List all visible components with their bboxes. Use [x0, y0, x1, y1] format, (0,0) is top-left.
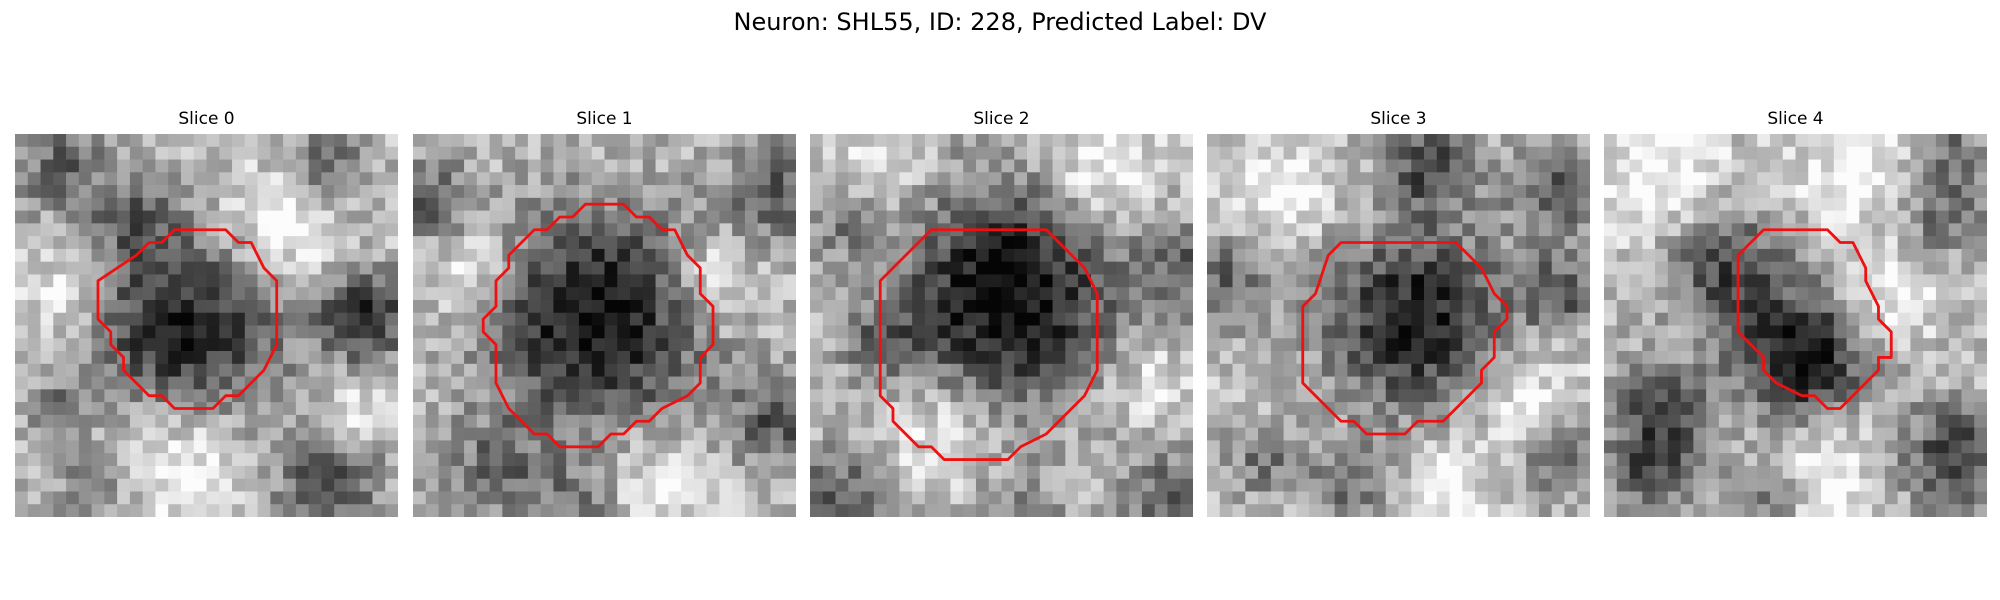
slice-0-image: [15, 134, 398, 517]
slice-4-image: [1604, 134, 1987, 517]
slice-1-panel: Slice 1: [413, 108, 796, 520]
slice-0-title: Slice 0: [15, 108, 398, 130]
slice-4-title: Slice 4: [1604, 108, 1987, 130]
figure-title: Neuron: SHL55, ID: 228, Predicted Label:…: [0, 6, 2000, 38]
slice-3-image: [1207, 134, 1590, 517]
slice-3-title: Slice 3: [1207, 108, 1590, 130]
slice-1-title: Slice 1: [413, 108, 796, 130]
slice-2-panel: Slice 2: [810, 108, 1193, 520]
slice-2-image: [810, 134, 1193, 517]
slice-0-panel: Slice 0: [15, 108, 398, 520]
slice-3-panel: Slice 3: [1207, 108, 1590, 520]
slice-1-image: [413, 134, 796, 517]
slice-4-panel: Slice 4: [1604, 108, 1987, 520]
slice-2-title: Slice 2: [810, 108, 1193, 130]
